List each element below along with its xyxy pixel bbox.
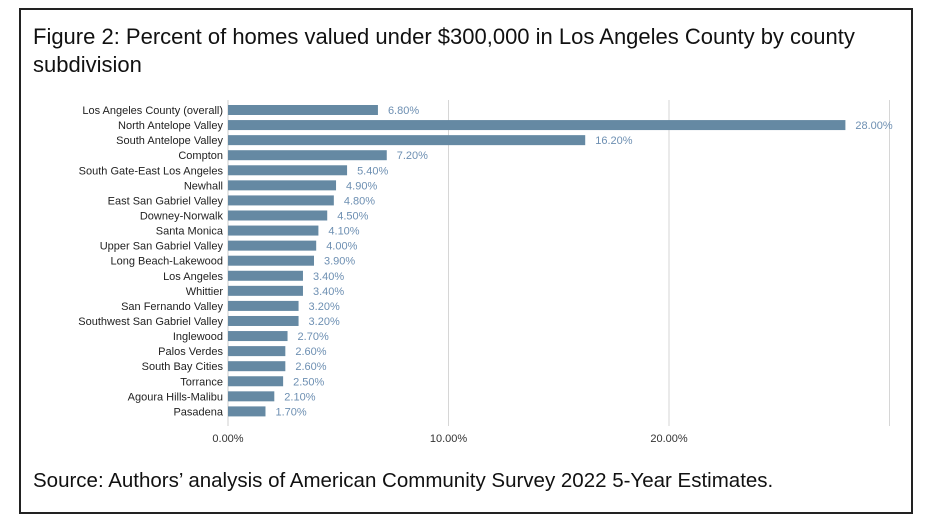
data-label: 4.80%: [344, 195, 375, 207]
category-label: Agoura Hills-Malibu: [128, 391, 223, 403]
bar: [228, 150, 387, 161]
bar: [228, 240, 317, 251]
bar: [228, 180, 337, 191]
category-label: Los Angeles: [163, 271, 223, 283]
category-label: East San Gabriel Valley: [108, 195, 224, 207]
data-label: 5.40%: [357, 165, 388, 177]
bar: [228, 165, 348, 176]
category-label: Palos Verdes: [158, 346, 223, 358]
bar: [228, 376, 284, 387]
bar: [228, 300, 299, 311]
figure-frame: Figure 2: Percent of homes valued under …: [19, 8, 913, 514]
data-label: 3.20%: [309, 316, 340, 328]
data-label: 4.50%: [337, 210, 368, 222]
data-label: 7.20%: [397, 150, 428, 162]
data-label: 3.40%: [313, 286, 344, 298]
category-label: Long Beach-Lakewood: [110, 256, 223, 268]
data-label: 2.60%: [295, 361, 326, 373]
data-label: 2.10%: [284, 391, 315, 403]
data-label: 3.90%: [324, 256, 355, 268]
bar: [228, 195, 334, 206]
category-label: Southwest San Gabriel Valley: [78, 316, 223, 328]
data-label: 2.70%: [298, 331, 329, 343]
data-label: 4.00%: [326, 241, 357, 253]
category-label: Whittier: [186, 286, 224, 298]
category-label: Inglewood: [173, 331, 223, 343]
figure-title: Figure 2: Percent of homes valued under …: [33, 24, 855, 77]
category-label: Downey-Norwalk: [140, 210, 224, 222]
category-label: Santa Monica: [156, 226, 224, 238]
category-label: South Antelope Valley: [116, 135, 223, 147]
category-label: North Antelope Valley: [118, 120, 223, 132]
bar: [228, 120, 846, 131]
data-label: 1.70%: [275, 406, 306, 418]
category-label: Upper San Gabriel Valley: [100, 241, 224, 253]
data-label: 4.90%: [346, 180, 377, 192]
bar: [228, 346, 286, 357]
data-label: 3.20%: [309, 301, 340, 313]
category-label: South Gate-East Los Angeles: [79, 165, 224, 177]
bar: [228, 270, 303, 281]
category-label: Compton: [178, 150, 223, 162]
category-label: San Fernando Valley: [121, 301, 223, 313]
bar: [228, 361, 286, 372]
bar: [228, 135, 586, 146]
x-tick-label: 0.00%: [212, 433, 243, 445]
x-tick-label: 20.00%: [650, 433, 688, 445]
bar: [228, 391, 275, 402]
category-label: Newhall: [184, 180, 223, 192]
data-label: 28.00%: [855, 120, 893, 132]
data-label: 3.40%: [313, 271, 344, 283]
x-tick-label: 10.00%: [430, 433, 468, 445]
data-label: 2.50%: [293, 376, 324, 388]
data-label: 2.60%: [295, 346, 326, 358]
bar: [228, 331, 288, 342]
data-label: 4.10%: [328, 226, 359, 238]
data-label: 16.20%: [595, 135, 633, 147]
bar: [228, 210, 328, 221]
bar: [228, 105, 378, 115]
category-label: Torrance: [180, 376, 223, 388]
bar: [228, 255, 314, 266]
category-label: South Bay Cities: [142, 361, 224, 373]
data-label: 6.80%: [388, 105, 419, 117]
bar: [228, 406, 266, 417]
source-note: Source: Authors’ analysis of American Co…: [33, 469, 774, 492]
category-label: Los Angeles County (overall): [82, 105, 223, 117]
category-label: Pasadena: [173, 406, 223, 418]
bar: [228, 315, 299, 326]
bar-chart: 0.00% 10.00% 20.00% Los Angeles County (ove…: [78, 100, 893, 445]
bar: [228, 285, 303, 296]
bar: [228, 225, 319, 236]
